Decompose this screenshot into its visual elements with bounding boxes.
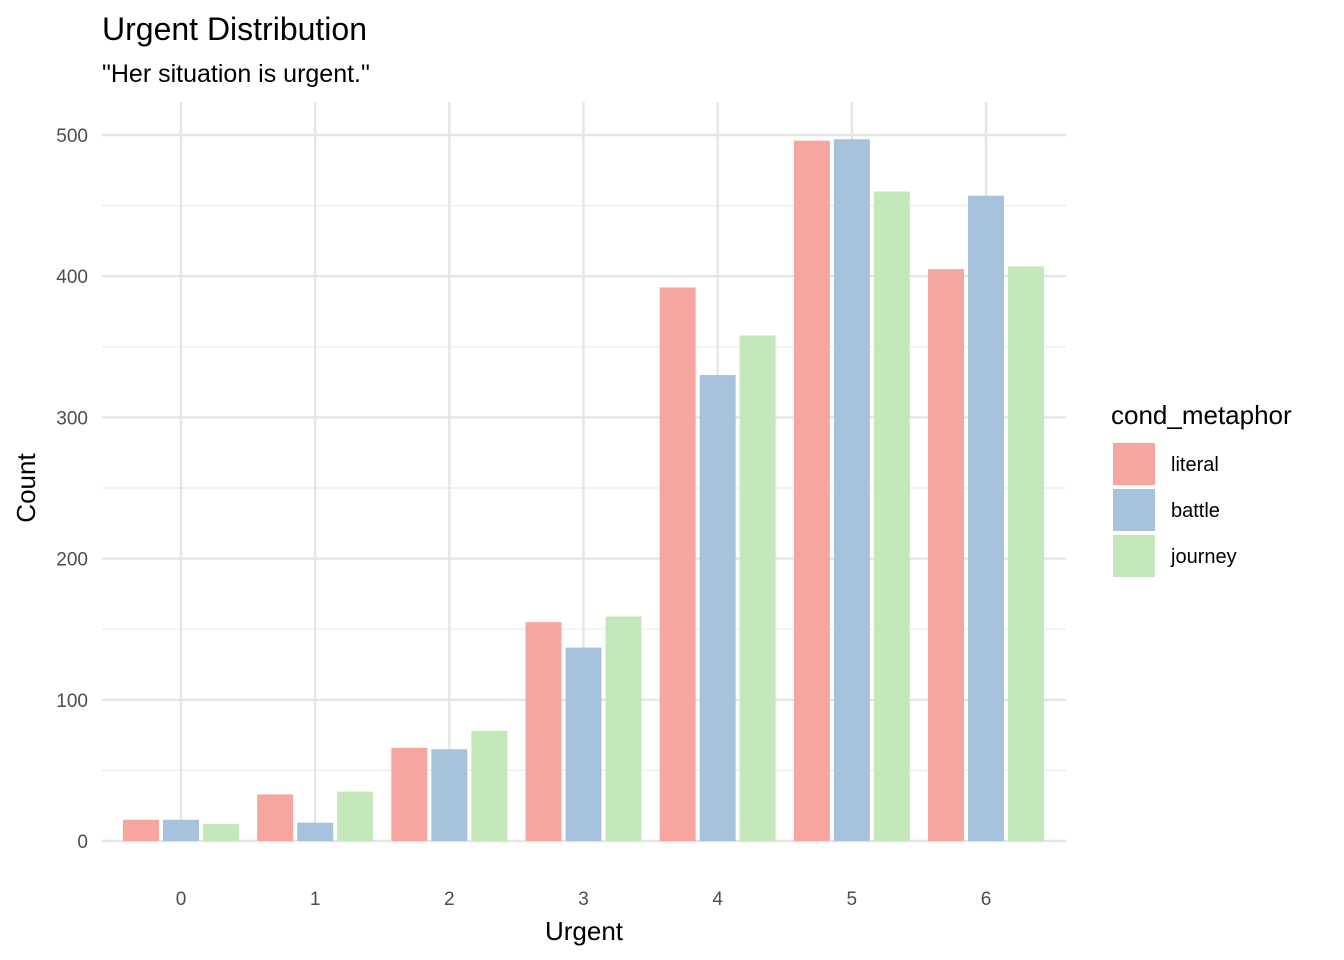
- legend-title: cond_metaphor: [1111, 400, 1292, 430]
- bar-literal-6: [928, 269, 964, 841]
- x-tick-label: 5: [847, 889, 858, 910]
- bar-battle-5: [833, 139, 870, 842]
- legend-key-literal: [1113, 443, 1155, 485]
- bar-literal-2: [391, 747, 428, 841]
- bar-battle-1: [297, 822, 334, 841]
- bar-journey-3: [605, 616, 642, 841]
- bar-journey-5: [873, 191, 910, 842]
- y-tick-label: 100: [56, 691, 88, 712]
- bar-journey-6: [1008, 266, 1044, 841]
- chart-subtitle: "Her situation is urgent.": [102, 60, 370, 88]
- bar-journey-4: [739, 335, 776, 841]
- y-axis-ticks: 0 100 200 300 400 500: [56, 126, 88, 853]
- y-tick-label: 0: [77, 832, 88, 853]
- x-tick-label: 3: [578, 889, 589, 910]
- bar-journey-1: [337, 791, 374, 841]
- x-tick-label: 0: [176, 889, 187, 910]
- bars: [123, 139, 1044, 842]
- legend-label-literal: literal: [1171, 454, 1219, 476]
- x-tick-label: 4: [712, 889, 723, 910]
- y-tick-label: 400: [56, 267, 88, 288]
- bar-literal-0: [123, 819, 159, 841]
- bar-journey-2: [471, 730, 508, 841]
- legend: cond_metaphor literal battle journey: [1111, 400, 1292, 577]
- bar-battle-6: [968, 195, 1004, 841]
- bar-literal-5: [793, 140, 830, 841]
- y-tick-label: 300: [56, 408, 88, 429]
- legend-key-journey: [1113, 535, 1155, 577]
- legend-label-battle: battle: [1171, 500, 1220, 522]
- legend-label-journey: journey: [1170, 546, 1237, 568]
- bar-journey-0: [203, 824, 239, 841]
- chart-title: Urgent Distribution: [102, 11, 367, 47]
- x-tick-label: 6: [981, 889, 992, 910]
- bar-literal-3: [525, 622, 562, 841]
- y-tick-label: 500: [56, 126, 88, 147]
- x-axis-title: Urgent: [545, 916, 624, 946]
- x-axis-ticks: 0 1 2 3 4 5 6: [176, 889, 992, 910]
- bar-battle-2: [431, 749, 468, 841]
- bar-literal-4: [659, 287, 696, 842]
- bar-battle-4: [699, 375, 736, 841]
- legend-key-battle: [1113, 489, 1155, 531]
- x-tick-label: 2: [444, 889, 455, 910]
- y-axis-title: Count: [11, 453, 41, 523]
- bar-literal-1: [257, 794, 294, 841]
- bar-battle-0: [163, 819, 199, 841]
- x-tick-label: 1: [310, 889, 321, 910]
- y-tick-label: 200: [56, 550, 88, 571]
- bar-battle-3: [565, 647, 602, 841]
